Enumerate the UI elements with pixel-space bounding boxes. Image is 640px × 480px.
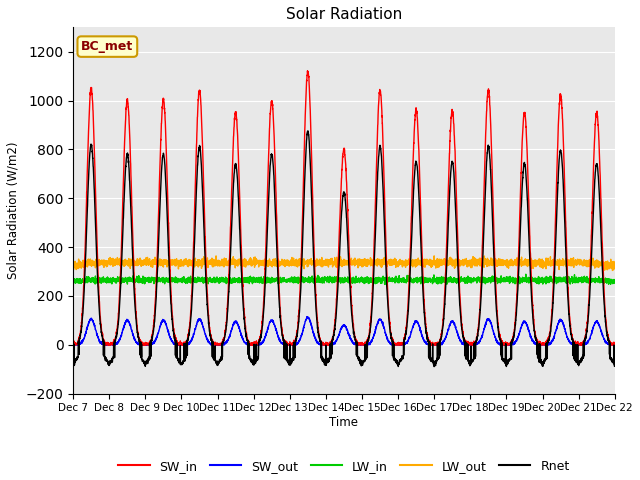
LW_out (611, 264, 618, 270)
Text: BC_met: BC_met (81, 40, 134, 53)
LW_out (465, 260, 473, 265)
SW_out (611, 342, 618, 348)
Rnet (324, 360, 332, 365)
LW_in (611, 277, 619, 283)
Rnet (69, 361, 77, 367)
SW_out (69, 341, 77, 347)
SW_in (324, 340, 332, 346)
Line: SW_in: SW_in (73, 71, 615, 345)
Title: Solar Radiation: Solar Radiation (286, 7, 402, 22)
Rnet (465, 359, 473, 364)
SW_out (324, 342, 332, 348)
Line: LW_in: LW_in (73, 274, 615, 285)
Rnet (496, 336, 504, 342)
Line: LW_out: LW_out (73, 256, 615, 270)
SW_in (166, 281, 174, 287)
LW_out (609, 267, 616, 273)
LW_in (166, 276, 174, 282)
LW_out (435, 264, 443, 270)
SW_out (436, 342, 444, 348)
LW_out (166, 257, 174, 263)
SW_out (166, 336, 174, 342)
LW_out (69, 266, 77, 272)
LW_in (611, 277, 618, 283)
LW_out (496, 261, 504, 267)
LW_in (324, 278, 332, 284)
Legend: SW_in, SW_out, LW_in, LW_out, Rnet: SW_in, SW_out, LW_in, LW_out, Rnet (113, 455, 575, 478)
SW_out (611, 342, 619, 348)
Line: SW_out: SW_out (73, 317, 615, 345)
LW_in (435, 275, 443, 280)
SW_in (611, 341, 619, 347)
Rnet (166, 292, 174, 298)
Rnet (611, 363, 619, 369)
LW_in (522, 271, 530, 277)
SW_out (465, 341, 473, 347)
SW_in (496, 334, 504, 339)
SW_out (496, 341, 504, 347)
LW_in (69, 277, 77, 283)
Rnet (430, 364, 438, 370)
SW_in (69, 342, 77, 348)
Rnet (304, 128, 312, 134)
LW_out (430, 253, 438, 259)
LW_out (611, 263, 619, 269)
SW_in (436, 342, 444, 348)
Y-axis label: Solar Radiation (W/m2): Solar Radiation (W/m2) (7, 142, 20, 279)
LW_in (496, 276, 504, 282)
SW_out (70, 342, 77, 348)
SW_in (303, 68, 311, 74)
SW_out (303, 314, 311, 320)
Rnet (436, 352, 444, 358)
LW_in (465, 279, 473, 285)
LW_out (324, 256, 332, 262)
SW_in (69, 341, 77, 347)
X-axis label: Time: Time (330, 416, 358, 429)
Line: Rnet: Rnet (73, 131, 615, 367)
SW_in (465, 340, 473, 346)
LW_in (381, 282, 388, 288)
Rnet (611, 358, 618, 364)
SW_in (611, 342, 618, 348)
